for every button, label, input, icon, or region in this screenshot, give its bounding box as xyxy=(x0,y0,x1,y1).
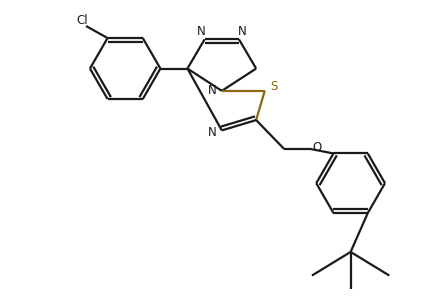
Text: Cl: Cl xyxy=(77,14,88,27)
Text: N: N xyxy=(207,84,216,97)
Text: N: N xyxy=(207,126,216,139)
Text: O: O xyxy=(312,142,321,155)
Text: N: N xyxy=(196,25,205,38)
Text: N: N xyxy=(237,25,246,38)
Text: S: S xyxy=(270,80,277,93)
